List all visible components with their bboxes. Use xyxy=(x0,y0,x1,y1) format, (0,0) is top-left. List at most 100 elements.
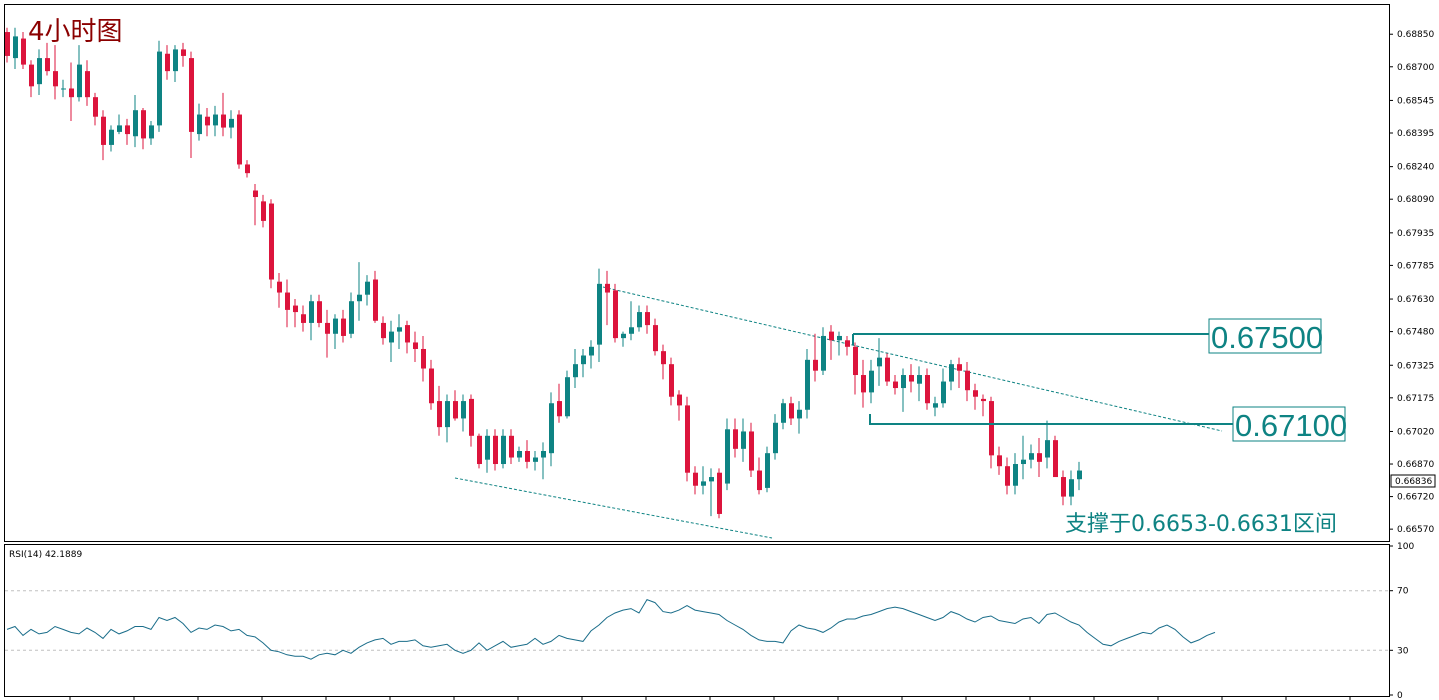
support-note: 支撑于0.6653-0.6631区间 xyxy=(1065,512,1337,537)
candle xyxy=(437,385,442,436)
price-tick-label: 0.67175 xyxy=(1397,394,1434,404)
trend-lines xyxy=(454,286,1223,539)
candle-body xyxy=(605,283,610,293)
candle-body xyxy=(1077,470,1082,480)
candle-body xyxy=(5,32,10,56)
candle-body xyxy=(957,364,962,371)
candle-body xyxy=(733,429,738,449)
candle-body xyxy=(333,318,338,334)
candle-body xyxy=(669,364,674,397)
candle xyxy=(693,466,698,495)
candle xyxy=(637,305,642,332)
candle-body xyxy=(901,375,906,389)
candle xyxy=(93,92,98,126)
candle xyxy=(221,92,226,137)
candle-body xyxy=(349,301,354,334)
candle-body xyxy=(181,49,186,56)
candle xyxy=(805,348,810,419)
candle-body xyxy=(629,327,634,334)
candle-body xyxy=(437,401,442,428)
candle-body xyxy=(213,114,218,126)
candle xyxy=(853,342,858,395)
candle xyxy=(549,392,554,467)
candle xyxy=(573,348,578,389)
candle-body xyxy=(253,190,258,198)
candle-body xyxy=(757,470,762,491)
candle xyxy=(597,268,602,362)
candle xyxy=(781,398,786,430)
candle-body xyxy=(917,375,922,384)
candle-body xyxy=(789,403,794,419)
level-box-mid xyxy=(1232,406,1346,442)
candle-body xyxy=(109,129,114,145)
candle xyxy=(1037,437,1042,478)
candle-body xyxy=(637,312,642,328)
candle xyxy=(509,429,514,465)
candle xyxy=(501,429,506,469)
candle xyxy=(669,357,674,406)
candle xyxy=(581,348,586,378)
candle xyxy=(461,394,466,432)
candle xyxy=(901,368,906,412)
candle-body xyxy=(1013,464,1018,486)
candle xyxy=(645,305,650,334)
candle xyxy=(453,390,458,421)
candle xyxy=(325,309,330,358)
candle-body xyxy=(837,335,842,341)
candle xyxy=(605,270,610,326)
candle-body xyxy=(405,325,410,343)
candle-body xyxy=(493,435,498,465)
candle-body xyxy=(277,281,282,293)
candle xyxy=(797,401,802,434)
candle-body xyxy=(749,431,754,471)
candle xyxy=(845,335,850,356)
price-tick-label: 0.67630 xyxy=(1397,295,1434,305)
candle-body xyxy=(525,451,530,462)
candle-body xyxy=(325,322,330,334)
candle xyxy=(149,121,154,145)
candle-body xyxy=(381,322,386,339)
candle xyxy=(821,327,826,376)
price-tick-label: 0.68545 xyxy=(1397,96,1434,106)
candle-body xyxy=(845,340,850,347)
candle-body xyxy=(813,359,818,371)
rsi-tick-label: 30 xyxy=(1397,646,1409,656)
level-annotation-mid: 0.67100 xyxy=(869,406,1347,443)
candle-body xyxy=(557,401,562,417)
candle xyxy=(69,62,74,122)
candle xyxy=(253,184,258,226)
candle-body xyxy=(533,457,538,462)
candle xyxy=(893,375,898,395)
candle xyxy=(53,45,58,100)
candle-body xyxy=(261,201,266,221)
candle xyxy=(429,359,434,410)
candle xyxy=(141,108,146,150)
current-price-box xyxy=(1390,474,1436,488)
candle-body xyxy=(21,38,26,65)
rsi-tick-label: 0 xyxy=(1397,691,1403,700)
candle xyxy=(909,364,914,393)
price-tick-label: 0.68395 xyxy=(1397,129,1434,139)
candle xyxy=(565,370,570,419)
candle xyxy=(749,422,754,478)
candle-body xyxy=(173,49,178,72)
candle-body xyxy=(949,364,954,382)
candle-body xyxy=(365,281,370,295)
candle-body xyxy=(781,403,786,423)
candle xyxy=(613,283,618,343)
candle-body xyxy=(205,116,210,126)
candle xyxy=(965,362,970,402)
candle-body xyxy=(341,318,346,336)
candle xyxy=(309,294,314,341)
level-label-high: 0.67500 xyxy=(1211,320,1323,355)
candle-body xyxy=(245,164,250,174)
candle xyxy=(205,108,210,137)
candle xyxy=(13,27,18,69)
candle xyxy=(261,194,266,228)
candle-body xyxy=(477,435,482,465)
candle xyxy=(5,27,10,63)
candle xyxy=(117,114,122,135)
candle xyxy=(861,359,866,408)
candlestick-series xyxy=(5,27,1082,519)
